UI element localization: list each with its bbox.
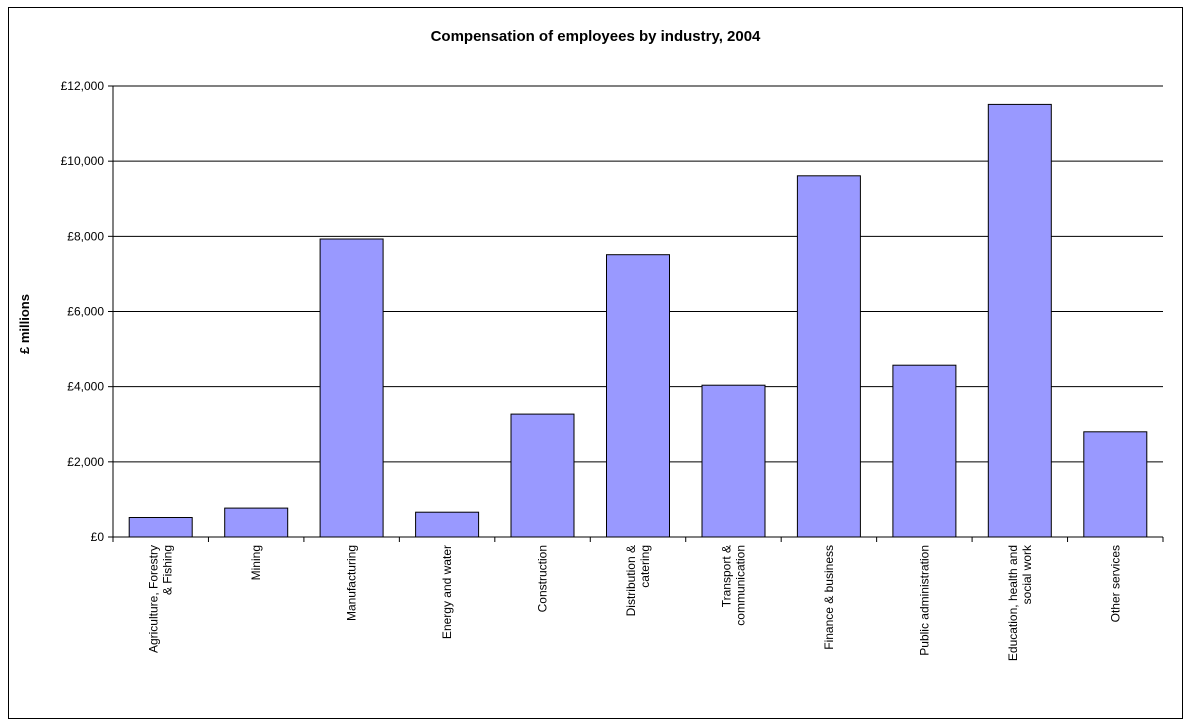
bar (415, 511, 480, 538)
bar (510, 413, 575, 538)
bar (606, 254, 670, 538)
bar (1083, 431, 1148, 538)
x-tick-label: communication (734, 545, 748, 626)
y-tick-label: £4,000 (67, 380, 104, 394)
x-tick-label: Agriculture, Forestry (147, 545, 161, 653)
x-tick-label: Other services (1108, 545, 1122, 622)
x-tick-label: Manufacturing (345, 545, 359, 621)
y-tick-label: £6,000 (67, 305, 104, 319)
bar (892, 364, 957, 538)
x-tick-label: Public administration (917, 545, 931, 656)
x-tick-label: social work (1020, 544, 1034, 604)
x-tick-label: Energy and water (440, 545, 454, 639)
y-tick-label: £10,000 (61, 154, 105, 168)
y-tick-label: £2,000 (67, 455, 104, 469)
y-tick-label: £8,000 (67, 229, 104, 243)
bar (701, 384, 766, 538)
bar (128, 517, 193, 538)
bar (987, 103, 1052, 538)
x-tick-label: catering (638, 545, 652, 588)
y-tick-label: £12,000 (61, 79, 105, 93)
x-tick-label: Finance & business (822, 545, 836, 650)
bar (224, 507, 289, 538)
x-tick-label: Education, health and (1006, 545, 1020, 661)
chart-title: Compensation of employees by industry, 2… (430, 28, 761, 45)
bar (319, 238, 384, 538)
x-tick-label: Construction (536, 545, 550, 612)
chart-frame: Compensation of employees by industry, 2… (8, 7, 1183, 719)
x-tick-label: Transport & (720, 545, 734, 607)
x-tick-label: & Fishing (161, 545, 175, 595)
x-tick-label: Mining (249, 545, 263, 580)
y-tick-label: £0 (91, 530, 105, 544)
bar (796, 175, 861, 538)
x-tick-label: Distribution & (624, 545, 638, 616)
